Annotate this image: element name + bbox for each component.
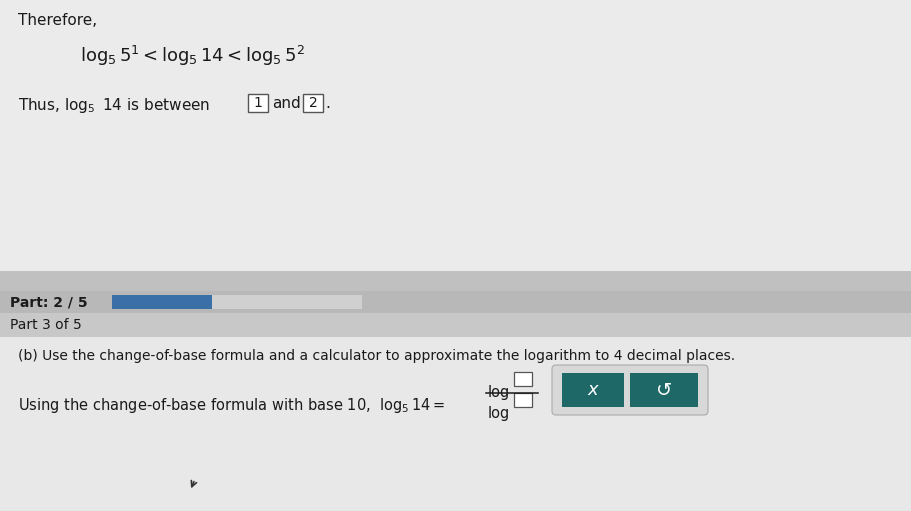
Bar — [0, 291, 911, 313]
Text: ↺: ↺ — [656, 381, 672, 400]
Bar — [0, 0, 911, 271]
Text: .: . — [325, 96, 330, 111]
Bar — [112, 295, 212, 309]
Bar — [562, 373, 624, 407]
Text: Therefore,: Therefore, — [18, 13, 97, 28]
Text: x: x — [588, 381, 599, 399]
Text: 1: 1 — [253, 96, 262, 110]
FancyBboxPatch shape — [552, 365, 708, 415]
Text: 2: 2 — [309, 96, 317, 110]
Text: (b) Use the change-of-base formula and a calculator to approximate the logarithm: (b) Use the change-of-base formula and a… — [18, 349, 735, 363]
Bar — [248, 94, 268, 112]
Bar — [514, 393, 532, 407]
Text: Thus, $\log_5$ 14 is between: Thus, $\log_5$ 14 is between — [18, 96, 210, 115]
Text: Part: 2 / 5: Part: 2 / 5 — [10, 295, 87, 309]
Bar — [0, 313, 911, 337]
Text: and: and — [272, 96, 301, 111]
Text: log: log — [488, 406, 510, 421]
Text: Part 3 of 5: Part 3 of 5 — [10, 318, 82, 332]
Bar — [112, 295, 362, 309]
Text: $\log_5 5^1 < \log_5 14 < \log_5 5^2$: $\log_5 5^1 < \log_5 14 < \log_5 5^2$ — [80, 44, 305, 68]
Bar — [630, 373, 698, 407]
Bar — [514, 372, 532, 386]
Bar — [0, 271, 911, 291]
Bar — [0, 337, 911, 511]
Bar — [303, 94, 323, 112]
Text: Using the change-of-base formula with base 10,  $\log_5 14 =$: Using the change-of-base formula with ba… — [18, 396, 445, 415]
Text: log: log — [488, 385, 510, 400]
